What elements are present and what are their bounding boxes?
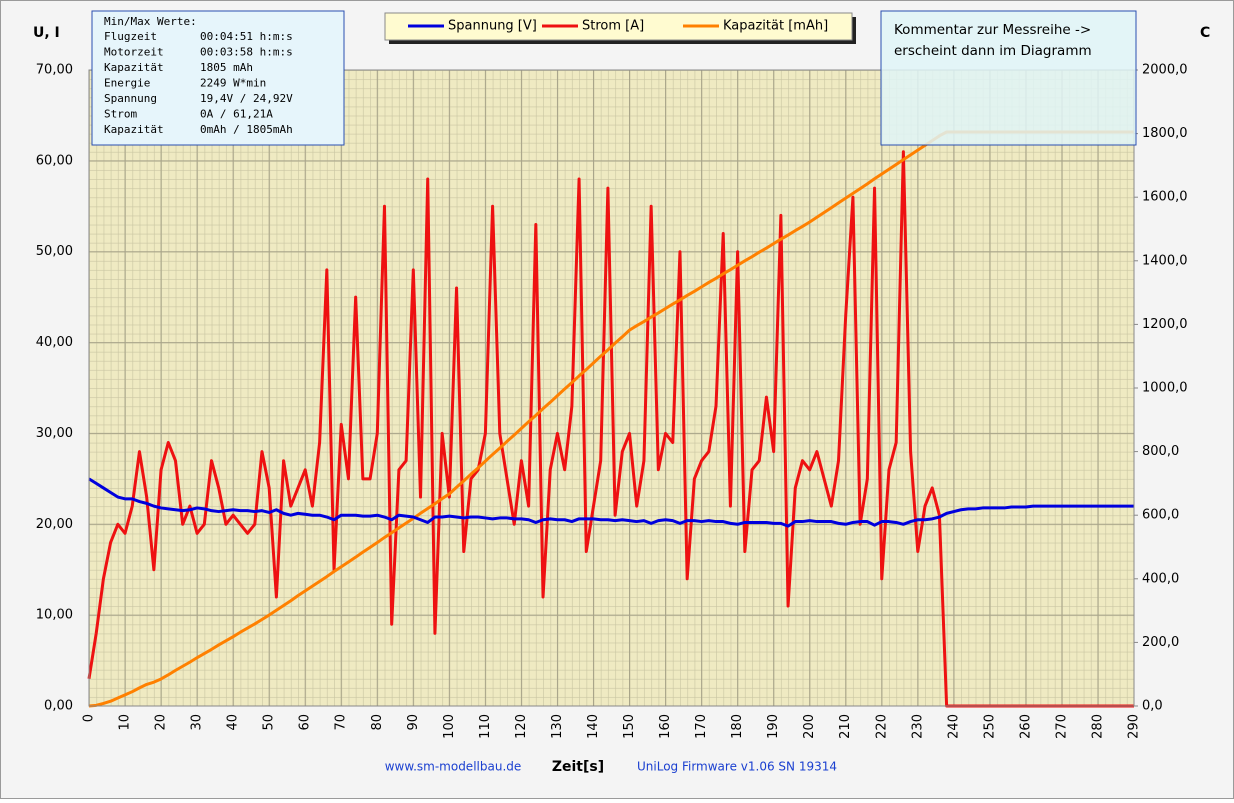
y-tick-label: 10,00 <box>36 608 73 623</box>
info-label: Energie <box>104 77 150 90</box>
info-value: 00:03:58 h:m:s <box>200 46 293 59</box>
legend-label: Strom [A] <box>582 19 644 34</box>
y-tick-label: 70,00 <box>36 63 73 78</box>
x-tick-label: 190 <box>766 714 781 739</box>
footer-firmware: UniLog Firmware v1.06 SN 19314 <box>637 760 837 774</box>
x-tick-label: 60 <box>298 714 313 731</box>
info-value: 19,4V / 24,92V <box>200 92 293 105</box>
x-tick-label: 150 <box>622 714 637 739</box>
y2-tick-label: 1800,0 <box>1142 126 1188 141</box>
x-tick-label: 100 <box>442 714 457 739</box>
info-label: Motorzeit <box>104 46 164 59</box>
x-tick-label: 40 <box>226 714 241 731</box>
y2-tick-label: 1600,0 <box>1142 190 1188 205</box>
x-tick-label: 180 <box>730 714 745 739</box>
y2-tick-label: 800,0 <box>1142 444 1179 459</box>
info-title: Min/Max Werte: <box>104 15 197 28</box>
info-label: Flugzeit <box>104 30 157 43</box>
y-tick-label: 40,00 <box>36 335 73 350</box>
y2-tick-label: 2000,0 <box>1142 63 1188 78</box>
y-tick-label: 20,00 <box>36 517 73 532</box>
y-tick-label: 50,00 <box>36 244 73 259</box>
y2-tick-label: 1000,0 <box>1142 381 1188 396</box>
x-tick-label: 20 <box>154 714 169 731</box>
x-tick-label: 160 <box>658 714 673 739</box>
footer-link: www.sm-modellbau.de <box>385 760 522 774</box>
x-tick-label: 140 <box>586 714 601 739</box>
info-label: Strom <box>104 108 137 121</box>
info-label: Spannung <box>104 92 157 105</box>
y2-tick-label: 400,0 <box>1142 571 1179 586</box>
comment-line: Kommentar zur Messreihe -> <box>894 22 1091 38</box>
y2-tick-label: 0,0 <box>1142 699 1163 714</box>
info-value: 00:04:51 h:m:s <box>200 30 293 43</box>
y2-tick-label: 200,0 <box>1142 635 1179 650</box>
y2-tick-label: 1200,0 <box>1142 317 1188 332</box>
comment-line: erscheint dann im Diagramm <box>894 43 1092 59</box>
x-tick-label: 90 <box>406 714 421 731</box>
y-tick-label: 60,00 <box>36 153 73 168</box>
y2-tick-label: 1400,0 <box>1142 253 1188 268</box>
x-tick-label: 0 <box>82 714 97 722</box>
info-value: 0mAh / 1805mAh <box>200 123 293 136</box>
x-tick-label: 110 <box>478 714 493 739</box>
y-tick-label: 30,00 <box>36 426 73 441</box>
x-tick-label: 220 <box>874 714 889 739</box>
x-tick-label: 200 <box>802 714 817 739</box>
x-tick-label: 130 <box>550 714 565 739</box>
y2-tick-label: 600,0 <box>1142 508 1179 523</box>
info-value: 2249 W*min <box>200 77 266 90</box>
x-tick-label: 80 <box>370 714 385 731</box>
info-box <box>91 10 345 146</box>
y-tick-label: 0,00 <box>44 699 73 714</box>
x-tick-label: 270 <box>1054 714 1069 739</box>
info-value: 1805 mAh <box>200 61 253 74</box>
x-axis-title: Zeit[s] <box>552 759 604 775</box>
info-label: Kapazität <box>104 61 164 74</box>
x-tick-label: 170 <box>694 714 709 739</box>
comment-box <box>880 10 1137 146</box>
y-axis-title: U, I <box>33 25 60 41</box>
x-tick-label: 240 <box>946 714 961 739</box>
legend-label: Spannung [V] <box>448 19 537 34</box>
x-tick-label: 70 <box>334 714 349 731</box>
legend-label: Kapazität [mAh] <box>723 19 828 34</box>
x-tick-label: 250 <box>982 714 997 739</box>
x-tick-label: 50 <box>262 714 277 731</box>
x-tick-label: 120 <box>514 714 529 739</box>
info-label: Kapazität <box>104 123 164 136</box>
legend <box>384 12 853 41</box>
x-tick-label: 210 <box>838 714 853 739</box>
y2-axis-title: C <box>1200 25 1210 41</box>
x-tick-label: 280 <box>1090 714 1105 739</box>
x-tick-label: 260 <box>1018 714 1033 739</box>
x-tick-label: 30 <box>190 714 205 731</box>
series-line <box>88 477 1134 528</box>
x-tick-label: 290 <box>1127 714 1142 739</box>
x-tick-label: 10 <box>118 714 133 731</box>
info-value: 0A / 61,21A <box>200 108 273 121</box>
x-tick-label: 230 <box>910 714 925 739</box>
